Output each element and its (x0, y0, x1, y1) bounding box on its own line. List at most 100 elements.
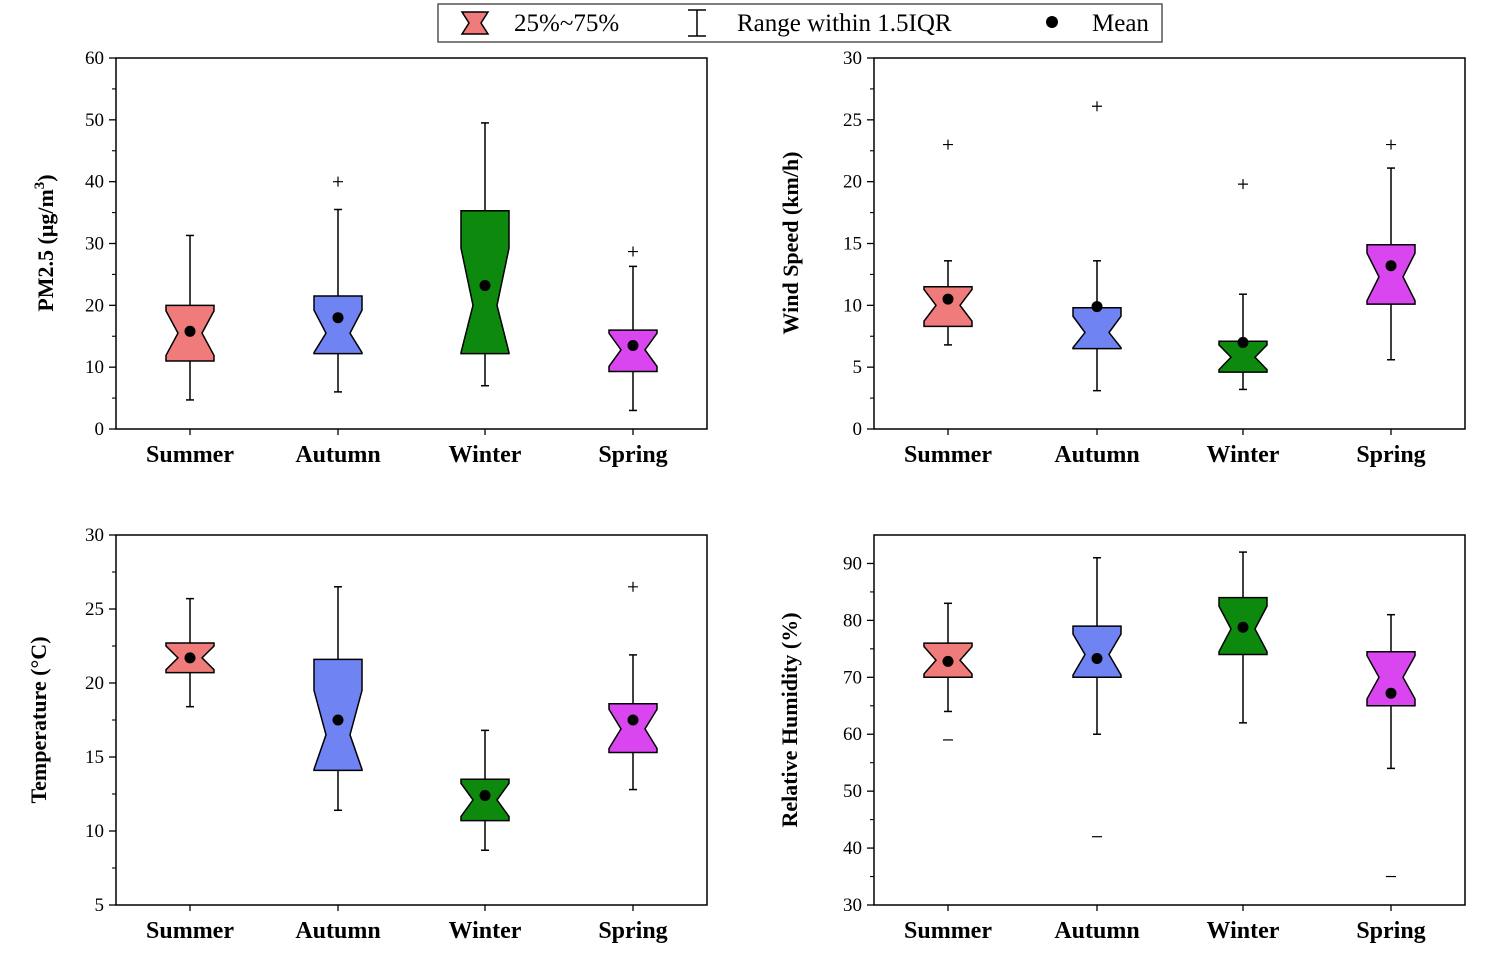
notched-box (1218, 340, 1268, 373)
x-tick-label-winter: Winter (1207, 918, 1280, 944)
box-spring (608, 581, 658, 791)
y-tick-label: 50 (85, 110, 104, 131)
box-spring (1366, 139, 1416, 361)
mean-dot (942, 293, 954, 305)
y-axis-label-relative-humidity: Relative Humidity (%) (777, 612, 802, 827)
box-spring (1366, 613, 1416, 878)
mean-dot (479, 280, 491, 292)
legend-frame (437, 3, 1163, 43)
y-tick-label: 90 (843, 553, 862, 574)
y-tick-label: 25 (843, 110, 862, 131)
mean-dot (1237, 621, 1249, 633)
notched-box (313, 295, 363, 355)
y-tick-label: 0 (853, 419, 863, 440)
x-tick-label-autumn: Autumn (1054, 918, 1139, 944)
mean-dot (479, 789, 491, 801)
y-tick-label: 25 (85, 599, 104, 620)
box-autumn (313, 586, 363, 812)
y-tick-label: 50 (843, 781, 862, 802)
outlier-plus-marker (943, 139, 953, 150)
y-tick-label: 60 (843, 724, 862, 745)
mean-dot (1091, 301, 1103, 313)
box-autumn (313, 176, 363, 393)
y-tick-label: 60 (85, 48, 104, 69)
y-tick-label: 40 (843, 838, 862, 859)
mean-dot (184, 325, 196, 337)
y-tick-label: 30 (85, 525, 104, 546)
notched-box (1366, 650, 1416, 707)
box-autumn (1072, 101, 1122, 392)
box-winter (460, 122, 510, 387)
mean-dot (1385, 260, 1397, 272)
y-tick-label: 40 (85, 172, 104, 193)
outlier-plus-marker (628, 581, 638, 592)
y-tick-label: 70 (843, 667, 862, 688)
y-tick-label: 80 (843, 610, 862, 631)
legend: 25%~75% Range within 1.5IQR Mean (437, 3, 1163, 43)
x-tick-label-winter: Winter (449, 918, 522, 944)
box-winter (1218, 179, 1268, 391)
x-tick-label-summer: Summer (904, 918, 992, 944)
x-tick-label-summer: Summer (146, 442, 234, 468)
y-axis-label-pm25: PM2.5 (μg/m3) (32, 174, 58, 311)
mean-dot (627, 714, 639, 726)
notched-box (1072, 625, 1122, 679)
outlier-plus-marker (1386, 139, 1396, 150)
y-tick-label: 20 (85, 295, 104, 316)
panel-wind-speed: Wind Speed (km/h) 0 5 10 15 20 25 30 Summer Autu… (778, 48, 1466, 468)
y-tick-label: 15 (843, 234, 862, 255)
outlier-plus-marker (1092, 101, 1102, 112)
box-summer (165, 597, 215, 708)
legend-box-label: 25%~75% (514, 10, 619, 37)
x-tick-label-autumn: Autumn (295, 918, 380, 944)
mean-dot (942, 655, 954, 667)
box-spring (608, 246, 658, 412)
plot-frame (873, 534, 1466, 906)
y-tick-label: 30 (843, 895, 862, 916)
box-winter (1218, 551, 1268, 724)
legend-whisker-label: Range within 1.5IQR (737, 10, 952, 37)
box-autumn (1072, 557, 1122, 838)
mean-dot (332, 714, 344, 726)
x-tick-label-summer: Summer (904, 442, 992, 468)
legend-mean-dot-icon (1046, 16, 1058, 28)
x-tick-label-autumn: Autumn (295, 442, 380, 468)
y-tick-label: 15 (85, 747, 104, 768)
legend-whisker-icon (688, 9, 706, 37)
mean-dot (627, 340, 639, 352)
notched-box (923, 286, 973, 328)
box-winter (460, 729, 510, 851)
mean-dot (1091, 653, 1103, 665)
y-tick-label: 5 (853, 357, 863, 378)
outlier-plus-marker (333, 176, 343, 187)
x-tick-label-summer: Summer (146, 918, 234, 944)
x-tick-label-autumn: Autumn (1054, 442, 1139, 468)
y-tick-label: 10 (85, 357, 104, 378)
mean-dot (1385, 687, 1397, 699)
panel-pm25: PM2.5 (μg/m3) 0 10 20 30 40 50 60 Summer Autumn W… (32, 48, 708, 468)
legend-notched-box-icon (460, 11, 490, 35)
outlier-plus-marker (1238, 179, 1248, 190)
box-summer (165, 234, 215, 401)
y-axis-label-wind-speed: Wind Speed (km/h) (778, 152, 803, 335)
plot-frame (115, 57, 708, 430)
x-tick-label-spring: Spring (598, 442, 667, 468)
box-summer (923, 139, 973, 346)
y-tick-label: 0 (95, 419, 105, 440)
legend-mean-label: Mean (1092, 10, 1149, 37)
plot-frame (873, 57, 1466, 430)
panel-temperature: Temperature (°C) 5 10 15 20 25 30 Summer Autumn… (26, 525, 708, 944)
y-tick-label: 30 (85, 234, 104, 255)
x-tick-label-spring: Spring (1356, 442, 1425, 468)
mean-dot (1237, 336, 1249, 348)
mean-dot (332, 312, 344, 324)
panel-relative-humidity: Relative Humidity (%) 30 40 50 60 70 80 90 Summ… (777, 534, 1466, 944)
y-tick-label: 20 (843, 172, 862, 193)
y-tick-label: 10 (85, 821, 104, 842)
y-axis-label-temperature: Temperature (°C) (26, 636, 51, 803)
x-tick-label-winter: Winter (1207, 442, 1280, 468)
x-tick-label-spring: Spring (598, 918, 667, 944)
y-tick-label: 30 (843, 48, 862, 69)
notched-box (1366, 243, 1416, 305)
